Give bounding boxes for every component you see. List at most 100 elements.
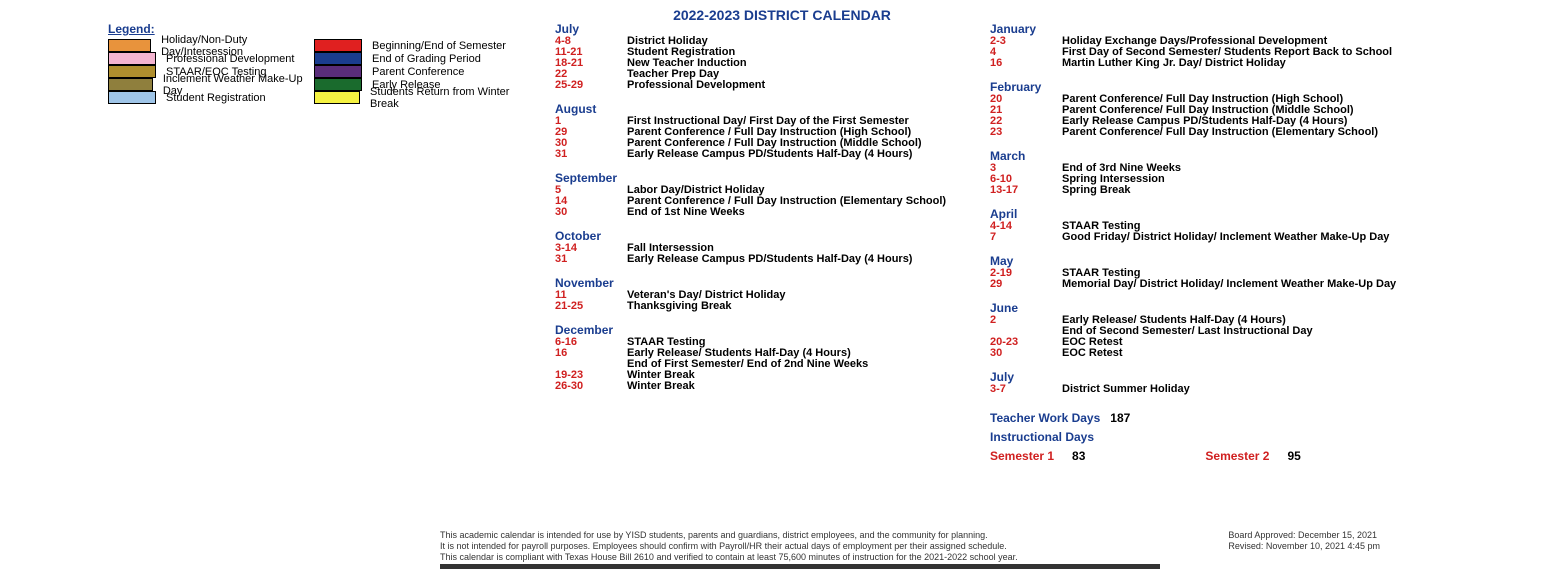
legend-row: Parent Conference: [314, 65, 534, 78]
semester-2-label: Semester 2: [1205, 447, 1269, 466]
teacher-work-days-label: Teacher Work Days: [990, 411, 1100, 425]
event-row: 31 Early Release Campus PD/Students Half…: [555, 149, 965, 160]
legend-swatch: [314, 78, 362, 91]
event-row: 14 Parent Conference / Full Day Instruct…: [555, 196, 965, 207]
month-block: February20Parent Conference/ Full Day In…: [990, 80, 1460, 138]
event-date: 23: [990, 127, 1062, 138]
month-block: June2Early Release/ Students Half-Day (4…: [990, 301, 1460, 359]
page-title: 2022-2023 DISTRICT CALENDAR: [673, 7, 891, 23]
legend-swatch: [108, 78, 153, 91]
event-row: 16Martin Luther King Jr. Day/ District H…: [990, 58, 1460, 69]
event-row: 21-25Thanksgiving Break: [555, 301, 965, 312]
event-row: 7Good Friday/ District Holiday/ Inclemen…: [990, 232, 1460, 243]
event-row: 20-23EOC Retest: [990, 337, 1460, 348]
event-row: 11-21Student Registration: [555, 47, 965, 58]
legend-swatch: [314, 65, 362, 78]
month-name: June: [990, 301, 1460, 315]
event-date: 26-30: [555, 381, 627, 392]
month-name: July: [555, 22, 965, 36]
month-name: December: [555, 323, 965, 337]
month-name: July: [990, 370, 1460, 384]
event-row: 6-10Spring Intersession: [990, 174, 1460, 185]
legend-swatch: [314, 52, 362, 65]
month-name: April: [990, 207, 1460, 221]
footer-line-2: It is not intended for payroll purposes.…: [440, 541, 1018, 552]
event-date: 2: [990, 315, 1062, 326]
legend-row: Beginning/End of Semester: [314, 39, 534, 52]
legend-swatch: [314, 39, 362, 52]
event-row: 11Veteran's Day/ District Holiday: [555, 290, 965, 301]
footer-approved: Board Approved: December 15, 2021: [1228, 530, 1380, 541]
event-date: 2-3: [990, 36, 1062, 47]
months-column-left: July4-8District Holiday11-21Student Regi…: [555, 22, 965, 403]
legend-label: End of Grading Period: [372, 53, 481, 65]
event-desc: District Summer Holiday: [1062, 384, 1190, 395]
event-row: 26-30Winter Break: [555, 381, 965, 392]
event-row: 13-17Spring Break: [990, 185, 1460, 196]
event-row: 19-23Winter Break: [555, 370, 965, 381]
months-column-right: January2-3Holiday Exchange Days/Professi…: [990, 22, 1460, 467]
month-block: August1First Instructional Day/ First Da…: [555, 102, 965, 160]
footer-line-1: This academic calendar is intended for u…: [440, 530, 1018, 541]
event-row: 3End of 3rd Nine Weeks: [990, 163, 1460, 174]
month-name: October: [555, 229, 965, 243]
event-desc: End of 1st Nine Weeks: [627, 207, 745, 218]
event-date: 16: [990, 58, 1062, 69]
event-row: 30EOC Retest: [990, 348, 1460, 359]
event-date: 3-7: [990, 384, 1062, 395]
event-desc: Martin Luther King Jr. Day/ District Hol…: [1062, 58, 1286, 69]
month-name: May: [990, 254, 1460, 268]
legend-label: Students Return from Winter Break: [370, 86, 534, 110]
event-row: 31Early Release Campus PD/Students Half-…: [555, 254, 965, 265]
legend-section: Legend: Holiday/Non-Duty Day/Intersessio…: [108, 22, 534, 104]
month-block: November11Veteran's Day/ District Holida…: [555, 276, 965, 312]
semester-1-value: 83: [1072, 447, 1085, 466]
legend-label: Parent Conference: [372, 66, 464, 78]
month-block: January2-3Holiday Exchange Days/Professi…: [990, 22, 1460, 69]
month-name: March: [990, 149, 1460, 163]
legend-row: Holiday/Non-Duty Day/Intersession: [108, 39, 314, 52]
summary-section: Teacher Work Days 187 Instructional Days…: [990, 409, 1460, 467]
event-date: 16: [555, 348, 627, 359]
semester-2-value: 95: [1287, 447, 1300, 466]
legend-swatch: [108, 65, 156, 78]
month-block: December6-16STAAR Testing16Early Release…: [555, 323, 965, 392]
month-block: October3-14Fall Intersession31Early Rele…: [555, 229, 965, 265]
event-row: End of First Semester/ End of 2nd Nine W…: [555, 359, 965, 370]
event-desc: Early Release Campus PD/Students Half-Da…: [627, 254, 912, 265]
event-date: 7: [990, 232, 1062, 243]
event-desc: Good Friday/ District Holiday/ Inclement…: [1062, 232, 1389, 243]
semester-1-label: Semester 1: [990, 447, 1054, 466]
legend-row: Inclement Weather Make-Up Day: [108, 78, 314, 91]
legend-swatch: [314, 91, 360, 104]
event-date: 31: [555, 254, 627, 265]
legend-label: Beginning/End of Semester: [372, 40, 506, 52]
legend-swatch: [108, 39, 151, 52]
event-desc: Professional Development: [627, 80, 765, 91]
month-block: July4-8District Holiday11-21Student Regi…: [555, 22, 965, 91]
month-block: March3End of 3rd Nine Weeks6-10Spring In…: [990, 149, 1460, 196]
event-date: 21-25: [555, 301, 627, 312]
event-row: 4-8District Holiday: [555, 36, 965, 47]
event-date: 31: [555, 149, 627, 160]
event-row: End of Second Semester/ Last Instruction…: [990, 326, 1460, 337]
footer-revised: Revised: November 10, 2021 4:45 pm: [1228, 541, 1380, 552]
month-name: September: [555, 171, 965, 185]
event-desc: EOC Retest: [1062, 348, 1123, 359]
legend-label: Professional Development: [166, 53, 294, 65]
event-row: 30End of 1st Nine Weeks: [555, 207, 965, 218]
event-date: 13-17: [990, 185, 1062, 196]
footer-line-3: This calendar is compliant with Texas Ho…: [440, 552, 1018, 563]
legend-row: Professional Development: [108, 52, 314, 65]
month-block: July3-7District Summer Holiday: [990, 370, 1460, 395]
legend-swatch: [108, 91, 156, 104]
month-name: November: [555, 276, 965, 290]
event-desc: Memorial Day/ District Holiday/ Inclemen…: [1062, 279, 1396, 290]
month-block: September5Labor Day/District Holiday14 P…: [555, 171, 965, 218]
event-date: 4-14: [990, 221, 1062, 232]
teacher-work-days-value: 187: [1110, 411, 1130, 425]
legend-swatch: [108, 52, 156, 65]
event-desc: Early Release Campus PD/Students Half-Da…: [627, 149, 912, 160]
month-name: February: [990, 80, 1460, 94]
event-date: 29: [990, 279, 1062, 290]
